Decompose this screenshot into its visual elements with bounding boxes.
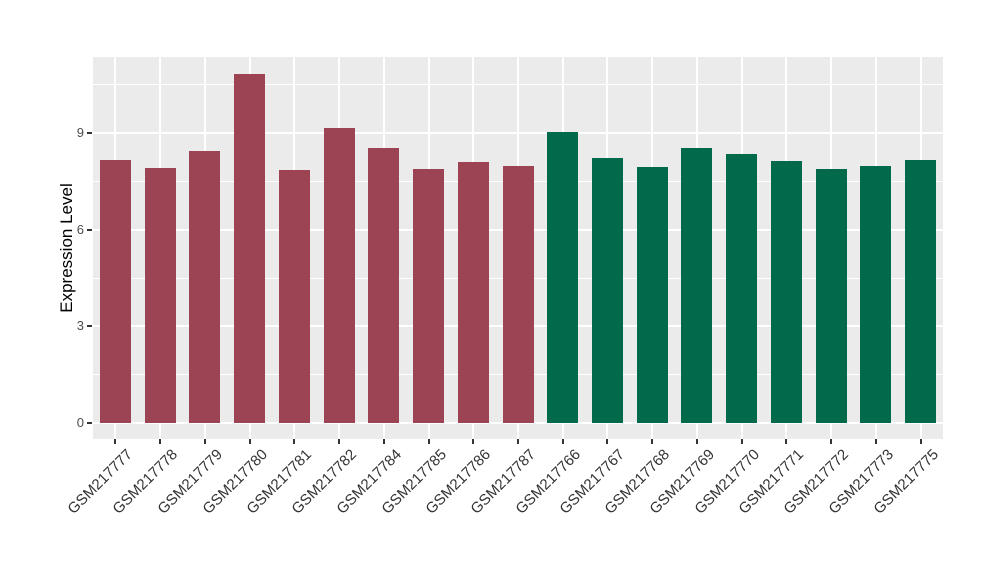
x-tick-mark <box>561 439 564 444</box>
x-tick-mark <box>651 439 654 444</box>
plot-panel <box>93 57 943 439</box>
bar-GSM217782 <box>323 127 355 424</box>
y-tick-label: 6 <box>76 221 84 237</box>
x-tick-mark <box>338 439 341 444</box>
x-tick-mark <box>695 439 698 444</box>
x-tick-mark <box>606 439 609 444</box>
bar-GSM217785 <box>413 169 445 424</box>
bar-GSM217769 <box>681 148 713 424</box>
x-tick-mark <box>159 439 162 444</box>
y-tick-label: 0 <box>76 415 84 431</box>
x-tick-mark <box>114 439 117 444</box>
y-tick-mark <box>87 228 92 231</box>
y-tick-label: 9 <box>76 124 84 140</box>
bar-GSM217784 <box>368 148 400 424</box>
bar-GSM217779 <box>189 150 221 424</box>
y-tick-mark <box>87 422 92 425</box>
bar-GSM217777 <box>99 160 131 424</box>
y-tick-mark <box>87 325 92 328</box>
bar-GSM217775 <box>905 160 937 424</box>
x-tick-mark <box>517 439 519 444</box>
bar-GSM217781 <box>278 170 310 424</box>
x-tick-mark <box>919 439 922 444</box>
bar-GSM217770 <box>726 153 758 424</box>
bar-GSM217787 <box>502 165 534 424</box>
x-tick-mark <box>427 439 430 444</box>
x-tick-mark <box>248 439 251 444</box>
bar-GSM217772 <box>815 168 847 424</box>
bar-GSM217778 <box>144 168 176 424</box>
y-axis-title: Expression Level <box>57 183 76 313</box>
y-tick-label: 3 <box>76 318 84 334</box>
x-tick-mark <box>293 439 296 444</box>
bar-GSM217771 <box>770 160 802 424</box>
x-tick-mark <box>382 439 385 444</box>
bar-GSM217767 <box>591 157 623 424</box>
x-tick-mark <box>874 439 877 444</box>
x-tick-mark <box>785 439 788 444</box>
x-tick-mark <box>740 439 743 444</box>
bar-GSM217768 <box>636 166 668 424</box>
bar-GSM217766 <box>547 131 579 424</box>
x-tick-mark <box>472 439 475 444</box>
y-tick-mark <box>87 131 92 134</box>
x-tick-mark <box>203 439 206 444</box>
bar-GSM217780 <box>234 73 266 424</box>
bar-GSM217773 <box>860 166 892 424</box>
x-tick-mark <box>830 439 833 444</box>
bar-GSM217786 <box>457 161 489 424</box>
